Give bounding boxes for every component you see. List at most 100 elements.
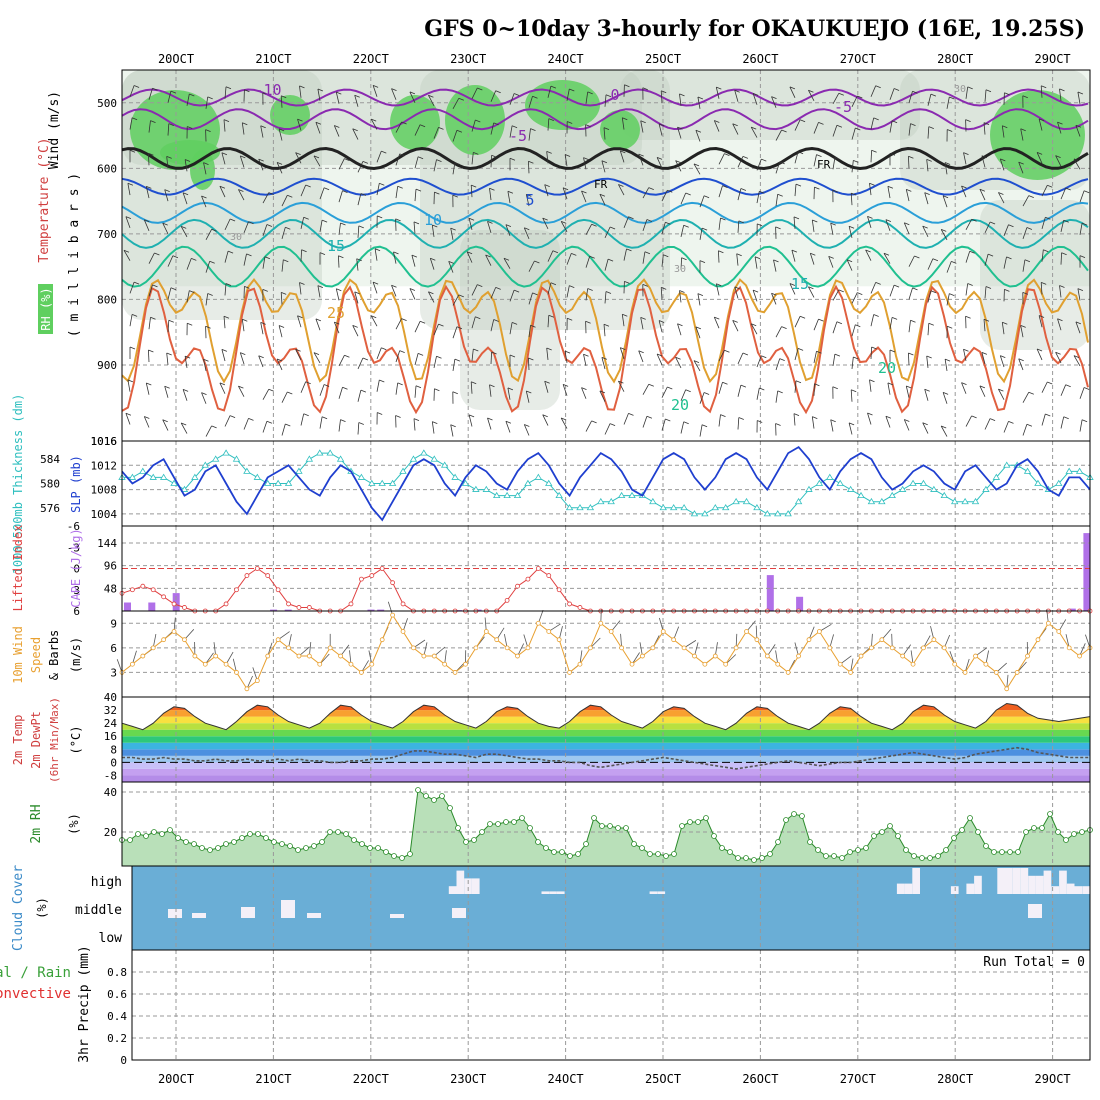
wind-barb <box>560 417 568 429</box>
rh-2m-series-marker <box>871 833 877 839</box>
wind-speed-series-marker <box>816 629 822 634</box>
high-cloud-bar <box>904 883 913 894</box>
rh-2m-series-marker <box>351 837 357 843</box>
li-tick-label: -3 <box>67 541 80 554</box>
y-tick-label: 0.2 <box>107 1032 127 1045</box>
isotherm-line <box>121 218 1089 249</box>
wind-barb-flag <box>381 347 387 351</box>
wind-barb <box>487 221 492 233</box>
wind-barb <box>699 424 703 437</box>
y-tick-label: 0.6 <box>107 988 127 1001</box>
wind-barb-flag <box>211 425 217 429</box>
wind-barb <box>883 253 891 264</box>
wind-barb-flag <box>1059 88 1065 92</box>
wind-barb <box>889 284 895 297</box>
wind-barb <box>295 349 302 361</box>
wind-barb-flag <box>354 291 360 295</box>
wind-barb-flag <box>810 252 816 256</box>
wind-barb <box>280 95 283 108</box>
wind-barb-flag <box>248 418 254 421</box>
wind-barb-flag <box>677 323 683 327</box>
wind-barb-flag <box>150 316 156 320</box>
wind-barb <box>319 384 325 396</box>
wind-barb-flag <box>532 292 538 296</box>
wind-barb-flag <box>297 315 303 319</box>
wind-barb-flag <box>1004 289 1010 292</box>
wind-barb <box>262 224 268 236</box>
wind-barb <box>356 258 359 271</box>
thickness-series-marker <box>159 473 168 480</box>
wind-barb-flag <box>432 421 438 424</box>
wind-barb <box>452 162 456 175</box>
high-cloud-bar <box>997 868 1005 894</box>
wind-barb-flag <box>532 95 538 99</box>
wind-barb <box>352 128 359 140</box>
thickness-series-marker <box>826 473 834 480</box>
wind-barb-flag <box>546 151 552 154</box>
wind-barb-flag <box>475 316 481 320</box>
wind-barb <box>828 256 834 268</box>
wind-barb <box>414 353 419 366</box>
wind-barb <box>414 156 419 169</box>
wind-barb-flag <box>618 380 624 384</box>
wind-barb <box>129 85 135 97</box>
wind-barb-flag <box>209 260 215 264</box>
y-tick-label: 6 <box>110 642 117 655</box>
wind-barb <box>299 282 302 295</box>
wind-barb <box>927 323 930 336</box>
wind-barb-flag <box>795 380 802 384</box>
axis-label-slp: SLP (mb) <box>69 455 83 513</box>
wind-barb <box>278 128 283 141</box>
wind-barb-flag <box>436 159 442 162</box>
wind-barb-flag <box>133 281 140 285</box>
wind-barb-flag <box>605 94 612 98</box>
wind-barb-flag <box>701 227 708 231</box>
wind-barb-flag <box>693 163 700 167</box>
y-tick-label: 500 <box>97 97 117 110</box>
wind-barb <box>262 256 266 269</box>
wind-barb-flag <box>932 258 939 262</box>
temperature-band <box>122 742 1090 750</box>
wind-barb-flag <box>873 117 879 121</box>
lifted-index-series-marker <box>140 583 146 589</box>
wind-barb <box>732 123 739 135</box>
wind-barb-flag <box>779 161 785 165</box>
wind-barb-flag <box>313 352 320 355</box>
wind-barb <box>618 380 625 392</box>
wind-barb-flag <box>738 220 744 224</box>
wind-barb <box>205 261 211 273</box>
wind-barb-flag <box>131 117 138 121</box>
wind-barb <box>315 122 321 134</box>
wind-barb-flag <box>342 190 348 193</box>
wind-barb-flag <box>836 321 843 325</box>
wind-barb <box>1038 315 1043 328</box>
temperature-band <box>122 710 1090 717</box>
wind-barb <box>789 283 796 295</box>
wind-barb-flag <box>172 255 179 259</box>
date-label-top: 29OCT <box>1035 52 1071 66</box>
wind-barb <box>547 118 550 131</box>
wind-barb <box>621 314 625 327</box>
wind-barb <box>699 392 705 404</box>
axis-label-2m-temp: 2m Temp <box>11 715 25 766</box>
wind-barb <box>660 287 663 300</box>
wind-barb <box>295 152 302 164</box>
wind-barb-flag <box>846 259 853 263</box>
run-total-label: Run Total = 0 <box>983 955 1085 970</box>
axis-label-temperature: Temperature (°C) <box>37 137 52 262</box>
wind-barb <box>1057 121 1062 134</box>
middle-cloud-bar <box>307 913 321 918</box>
wind-barb <box>697 96 701 109</box>
wind-barb <box>507 387 511 400</box>
date-label-top: 27OCT <box>840 52 876 66</box>
y-tick-label: 0.4 <box>107 1010 127 1023</box>
rh-2m-series-marker <box>1015 849 1021 855</box>
isotherm-label: -5 <box>834 98 852 116</box>
wind-barb <box>1060 252 1062 265</box>
wind-barb-flag <box>591 223 597 227</box>
wind-barb <box>354 95 359 107</box>
wind-barb <box>965 219 972 231</box>
wind-barb <box>789 86 796 98</box>
wind-barb-flag <box>793 216 800 220</box>
wind-barb <box>718 185 723 198</box>
